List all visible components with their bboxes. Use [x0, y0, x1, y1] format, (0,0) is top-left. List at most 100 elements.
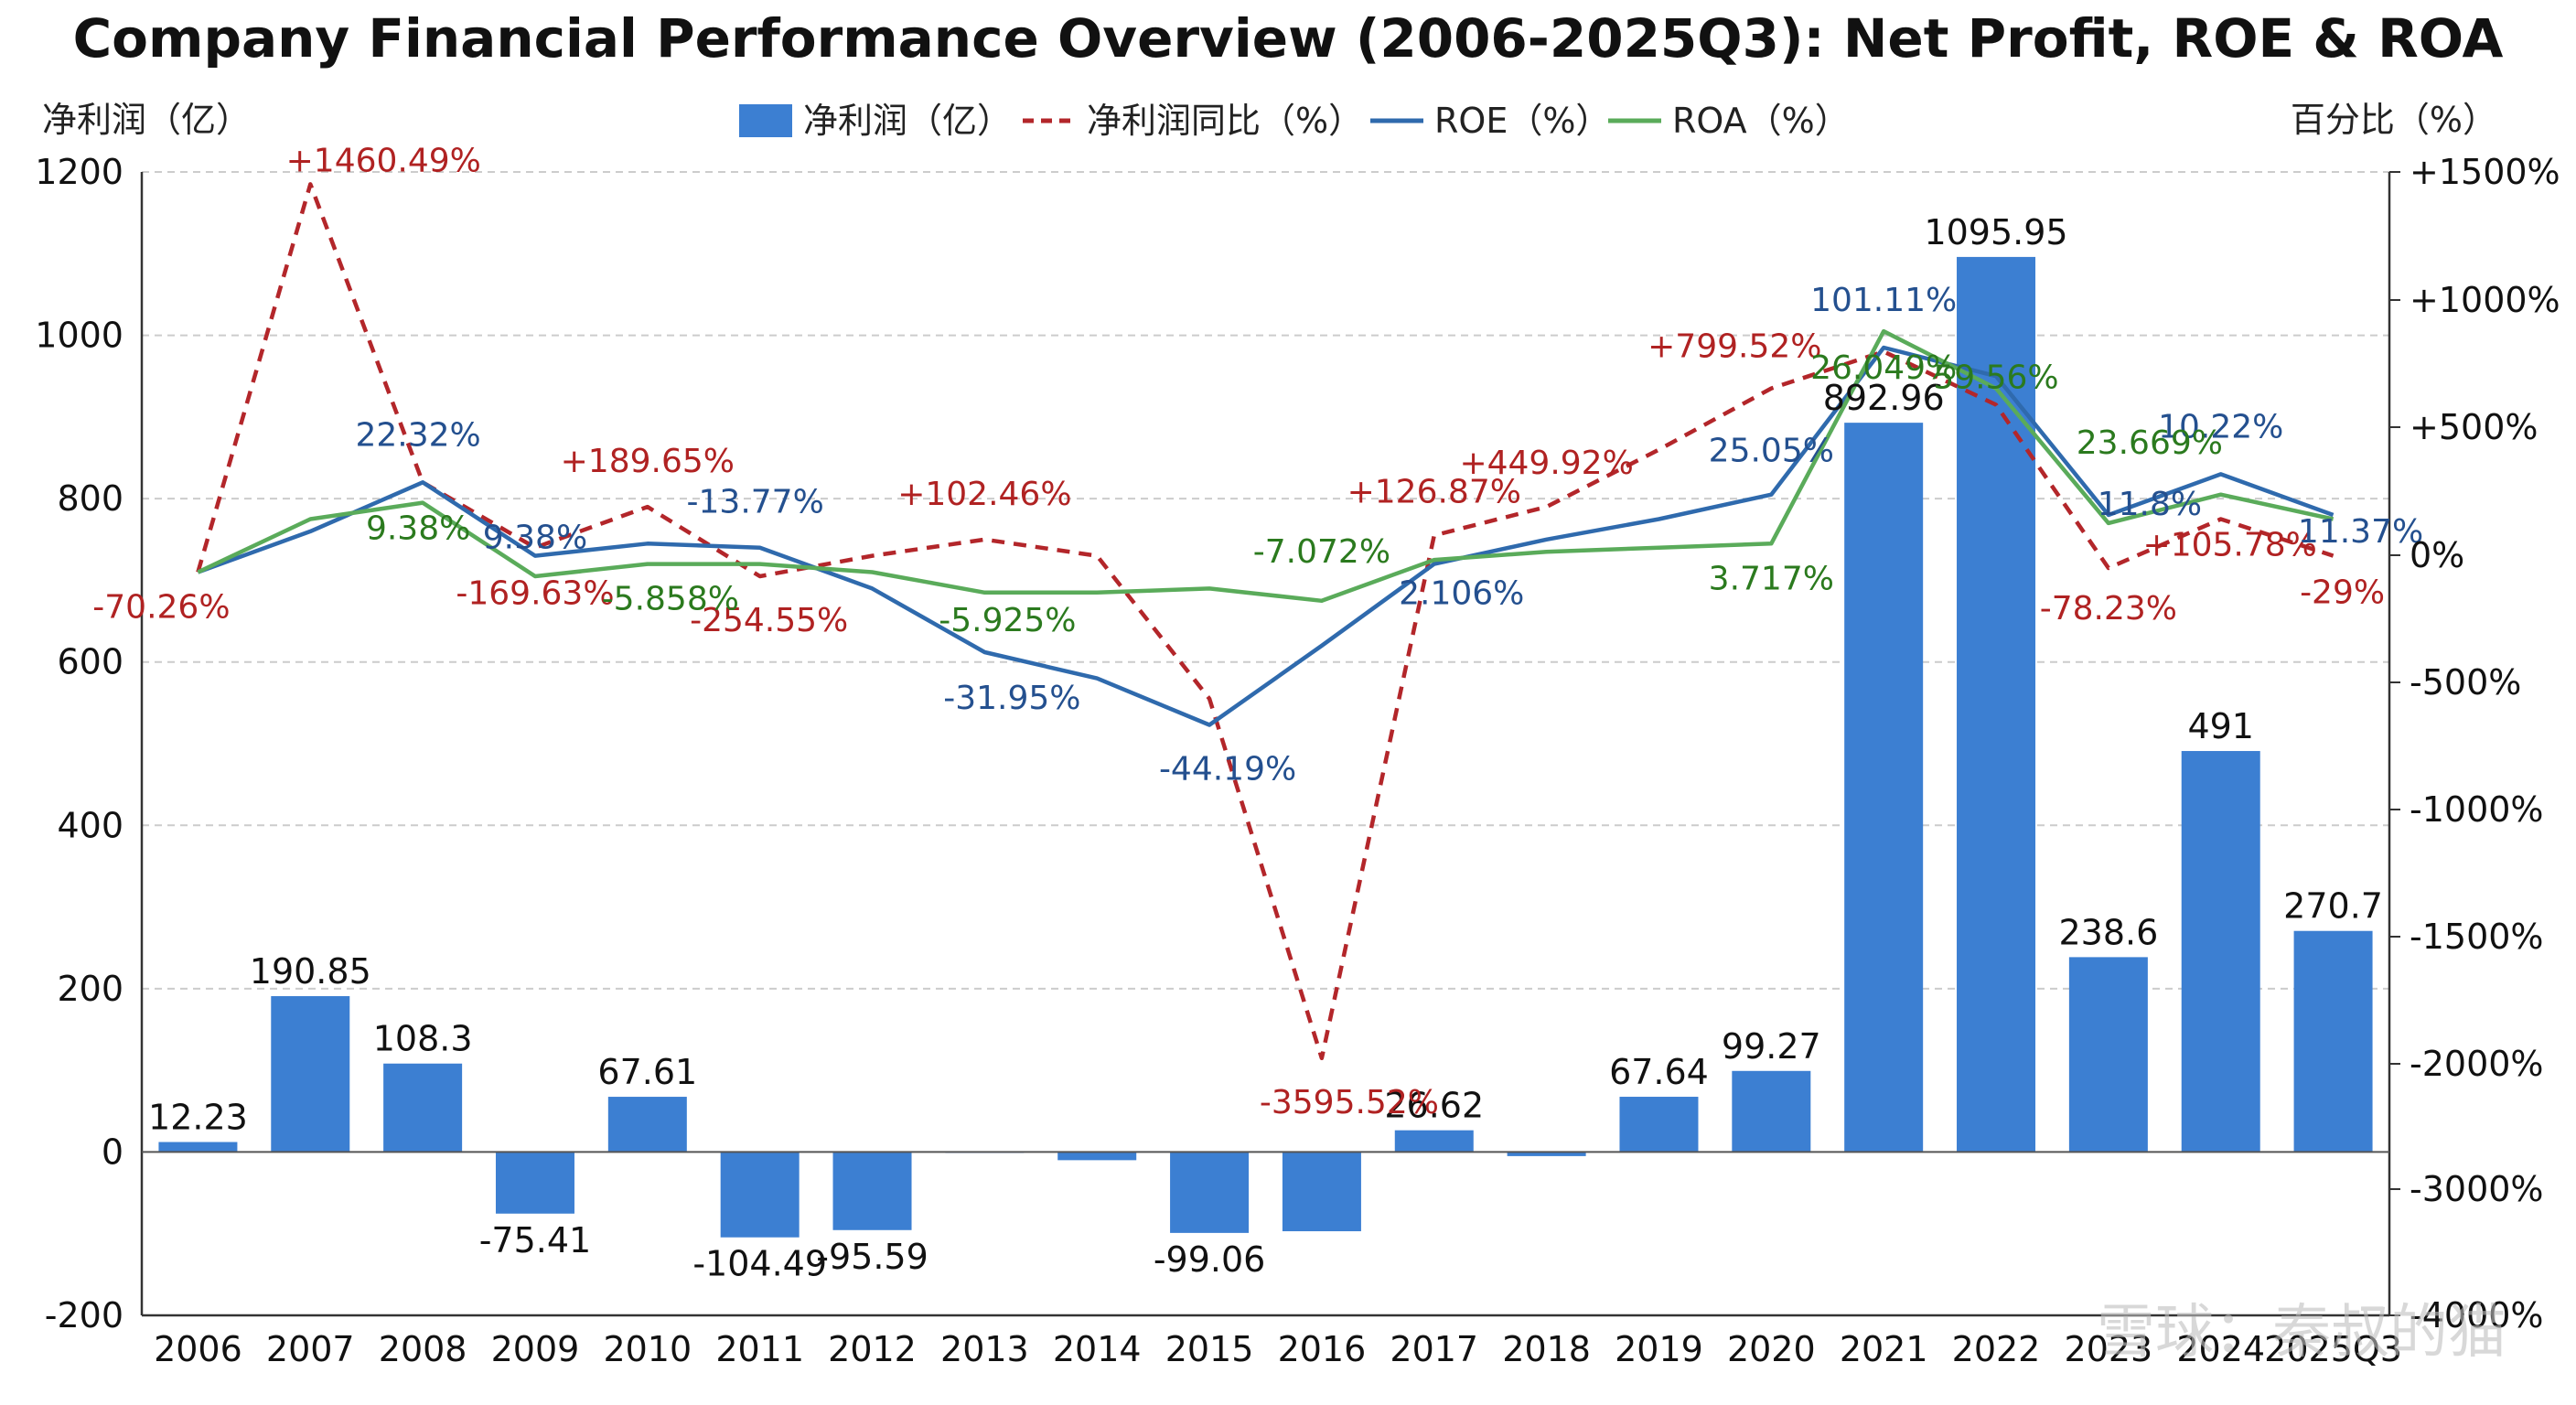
legend-label: ROE（%）	[1434, 101, 1610, 141]
left-tick-label: 0	[102, 1132, 123, 1172]
right-tick-label: +1500%	[2410, 152, 2560, 192]
x-tick-label: 2022	[1952, 1329, 2041, 1369]
right-tick-label: -2000%	[2410, 1044, 2544, 1084]
bar	[1732, 1070, 1811, 1153]
right-tick-label: +500%	[2410, 407, 2538, 447]
bar	[607, 1097, 687, 1153]
yoy-value-label: -254.55%	[690, 602, 848, 639]
tick-labels: 1200 1000 800 600 400 200 0 -200 +1500% +1000% +50…	[35, 152, 2560, 1369]
bar-value-label: 26.62	[1384, 1086, 1484, 1126]
roe-value-label: 11.8%	[2098, 486, 2202, 523]
yoy-value-label: +126.87%	[1347, 473, 1521, 510]
x-tick-label: 2007	[266, 1329, 355, 1369]
bar	[1057, 1152, 1137, 1161]
gridlines	[142, 171, 2389, 1316]
roe-value-label: -13.77%	[687, 484, 824, 521]
roe-value-label: 9.38%	[483, 520, 587, 557]
legend-swatch-net-profit	[739, 104, 792, 137]
x-tick-label: 2009	[491, 1329, 580, 1369]
lines	[196, 182, 2334, 1061]
x-tick-label: 2012	[828, 1329, 917, 1369]
bar-value-label: 270.7	[2283, 886, 2383, 927]
chart-title: Company Financial Performance Overview (…	[73, 7, 2504, 70]
bar	[2181, 751, 2260, 1153]
legend-label: 净利润同比（%）	[1087, 101, 1363, 141]
right-tick-label: 0%	[2410, 535, 2464, 575]
x-tick-label: 2018	[1502, 1329, 1591, 1369]
x-tick-label: 2006	[154, 1329, 242, 1369]
bar	[1507, 1152, 1586, 1156]
roa-value-label: 59.56%	[1933, 359, 2058, 397]
legend-label: 净利润（亿）	[803, 101, 1012, 141]
roa-value-label: -7.072%	[1253, 533, 1390, 571]
bar-value-label: 67.64	[1609, 1052, 1709, 1092]
right-tick-label: -1000%	[2410, 789, 2544, 830]
roe-line	[197, 345, 2334, 727]
bar-value-label: 67.61	[597, 1052, 697, 1092]
bar-value-label: 491	[2187, 706, 2254, 746]
right-tick-label: +1000%	[2410, 280, 2560, 320]
roa-value-label: 23.669%	[2077, 424, 2223, 462]
roa-line	[197, 328, 2334, 604]
x-tick-label: 2010	[603, 1329, 692, 1369]
yoy-value-label: +102.46%	[897, 476, 1071, 513]
x-tick-label: 2020	[1727, 1329, 1816, 1369]
x-tick-label: 2025Q3	[2264, 1329, 2402, 1369]
left-tick-label: 400	[57, 805, 123, 845]
x-tick-label: 2019	[1615, 1329, 1703, 1369]
yoy-value-label: +799.52%	[1648, 328, 1821, 366]
bars	[158, 256, 2373, 1238]
bar	[271, 996, 350, 1153]
bar	[495, 1152, 574, 1214]
right-tick-label: -500%	[2410, 662, 2521, 702]
yoy-value-label: -169.63%	[456, 575, 614, 613]
x-tick-label: 2024	[2176, 1329, 2265, 1369]
right-tick-label: -3000%	[2410, 1169, 2544, 1209]
x-tick-label: 2014	[1053, 1329, 1142, 1369]
x-tick-label: 2023	[2065, 1329, 2153, 1369]
right-tick-label: -1500%	[2410, 917, 2544, 957]
roe-value-label: 101.11%	[1810, 282, 1957, 319]
roe-value-label: -31.95%	[943, 680, 1080, 717]
right-tick-label: -4000%	[2410, 1295, 2544, 1335]
bar	[2068, 957, 2148, 1153]
roe-value-label: 10.22%	[2158, 408, 2283, 445]
roa-value-label: 9.38%	[366, 510, 470, 548]
roe-value-label: 22.32%	[355, 416, 480, 454]
yoy-value-label: -3595.52%	[1260, 1084, 1439, 1121]
yoy-value-label: +189.65%	[561, 443, 735, 480]
left-tick-label: 200	[57, 969, 123, 1009]
bar-value-label: -75.41	[479, 1220, 592, 1260]
left-tick-label: 800	[57, 478, 123, 519]
axes	[140, 171, 2400, 1317]
x-tick-label: 2016	[1278, 1329, 1367, 1369]
bar	[1844, 423, 1924, 1153]
x-tick-label: 2015	[1165, 1329, 1254, 1369]
bar-value-label: 190.85	[250, 951, 371, 992]
right-axis-title: 百分比（%）	[2291, 100, 2497, 140]
bar	[158, 1142, 238, 1153]
bar	[832, 1152, 912, 1230]
bar-value-label: -95.59	[816, 1237, 928, 1277]
bar	[1282, 1152, 1361, 1232]
roe-value-label: 11.37%	[2298, 513, 2423, 551]
roe-value-label: 25.05%	[1709, 433, 1834, 470]
bar	[1170, 1152, 1250, 1233]
bar-value-label: -99.06	[1154, 1239, 1266, 1280]
yoy-value-label: -29%	[2300, 574, 2385, 612]
x-tick-label: 2011	[715, 1329, 804, 1369]
bar-value-label: 892.96	[1823, 378, 1945, 418]
yoy-value-label: +1460.49%	[286, 142, 481, 179]
left-tick-label: 1200	[35, 152, 123, 192]
legend: 净利润（亿） 净利润同比（%） ROE（%） ROA（%）	[739, 101, 1850, 141]
bar-value-label: -104.49	[692, 1244, 827, 1284]
roa-value-label: -5.925%	[939, 602, 1076, 639]
left-tick-label: -200	[45, 1295, 123, 1335]
roe-value-label: -44.19%	[1159, 750, 1296, 788]
bar	[1394, 1130, 1474, 1153]
yoy-value-label: -78.23%	[2040, 590, 2177, 627]
yoy-value-label: +449.92%	[1459, 445, 1633, 482]
legend-label: ROA（%）	[1672, 101, 1850, 141]
